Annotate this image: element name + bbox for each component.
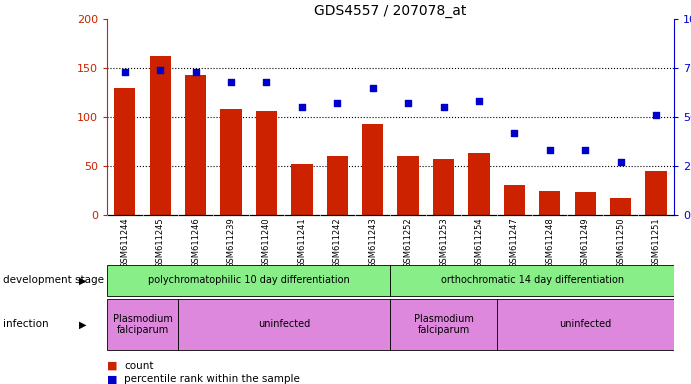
- Bar: [397, 156, 419, 215]
- Bar: [107, 265, 390, 296]
- Text: GSM611241: GSM611241: [297, 217, 306, 268]
- Bar: [645, 171, 667, 215]
- Text: infection: infection: [3, 319, 49, 329]
- Bar: [107, 299, 178, 350]
- Text: count: count: [124, 361, 154, 371]
- Text: GSM611244: GSM611244: [120, 217, 129, 268]
- Point: [438, 104, 449, 111]
- Text: ▶: ▶: [79, 319, 86, 329]
- Text: GSM611239: GSM611239: [227, 217, 236, 268]
- Text: ■: ■: [107, 361, 117, 371]
- Bar: [256, 111, 277, 215]
- Text: percentile rank within the sample: percentile rank within the sample: [124, 374, 301, 384]
- Bar: [292, 164, 312, 215]
- Point: [225, 79, 236, 85]
- Text: GSM611247: GSM611247: [510, 217, 519, 268]
- Text: uninfected: uninfected: [559, 319, 612, 329]
- Bar: [433, 159, 454, 215]
- Point: [650, 112, 661, 118]
- Bar: [390, 299, 497, 350]
- Text: development stage: development stage: [3, 275, 104, 285]
- Point: [473, 98, 484, 104]
- Text: GSM611246: GSM611246: [191, 217, 200, 268]
- Title: GDS4557 / 207078_at: GDS4557 / 207078_at: [314, 4, 466, 18]
- Text: GSM611249: GSM611249: [580, 217, 589, 268]
- Point: [261, 79, 272, 85]
- Text: GSM611248: GSM611248: [545, 217, 554, 268]
- Bar: [575, 192, 596, 215]
- Text: GSM611250: GSM611250: [616, 217, 625, 268]
- Text: GSM611240: GSM611240: [262, 217, 271, 268]
- Bar: [610, 199, 631, 215]
- Text: uninfected: uninfected: [258, 319, 310, 329]
- Point: [332, 100, 343, 106]
- Text: Plasmodium
falciparum: Plasmodium falciparum: [113, 314, 173, 335]
- Bar: [468, 153, 489, 215]
- Point: [190, 69, 201, 75]
- Text: Plasmodium
falciparum: Plasmodium falciparum: [414, 314, 473, 335]
- Bar: [362, 124, 384, 215]
- Text: ■: ■: [107, 374, 117, 384]
- Text: GSM611254: GSM611254: [475, 217, 484, 268]
- Text: GSM611243: GSM611243: [368, 217, 377, 268]
- Point: [509, 130, 520, 136]
- Text: polychromatophilic 10 day differentiation: polychromatophilic 10 day differentiatio…: [148, 275, 350, 285]
- Point: [403, 100, 414, 106]
- Text: GSM611251: GSM611251: [652, 217, 661, 268]
- Text: GSM611242: GSM611242: [333, 217, 342, 268]
- Point: [296, 104, 307, 111]
- Point: [615, 159, 626, 165]
- Text: GSM611245: GSM611245: [155, 217, 164, 268]
- Bar: [114, 88, 135, 215]
- Bar: [539, 190, 560, 215]
- Bar: [149, 56, 171, 215]
- Point: [367, 85, 378, 91]
- Point: [120, 69, 131, 75]
- Text: GSM611253: GSM611253: [439, 217, 448, 268]
- Text: orthochromatic 14 day differentiation: orthochromatic 14 day differentiation: [440, 275, 624, 285]
- Point: [545, 147, 556, 154]
- Text: GSM611252: GSM611252: [404, 217, 413, 268]
- Bar: [185, 75, 206, 215]
- Bar: [327, 156, 348, 215]
- Bar: [504, 185, 525, 215]
- Text: ▶: ▶: [79, 275, 86, 285]
- Bar: [178, 299, 390, 350]
- Bar: [390, 265, 674, 296]
- Point: [580, 147, 591, 154]
- Bar: [220, 109, 242, 215]
- Bar: [497, 299, 674, 350]
- Point: [155, 67, 166, 73]
